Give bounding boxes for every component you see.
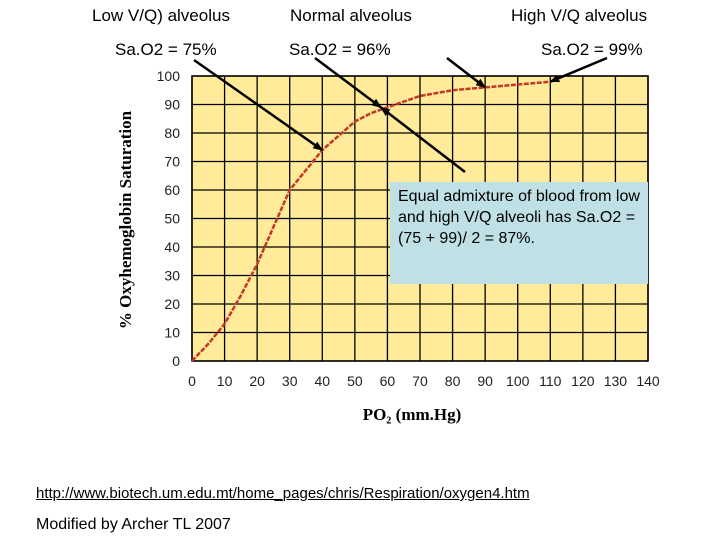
y-tick-label: 30 bbox=[164, 268, 180, 284]
x-tick-label: 50 bbox=[347, 373, 363, 389]
annotation-arrows bbox=[193, 56, 608, 173]
x-tick-label: 70 bbox=[412, 373, 428, 389]
x-tick-label: 110 bbox=[539, 373, 562, 389]
x-tick-label: 0 bbox=[188, 373, 196, 389]
source-link[interactable]: http://www.biotech.um.edu.mt/home_pages/… bbox=[36, 485, 530, 502]
x-tick-label: 80 bbox=[445, 373, 461, 389]
x-tick-label: 10 bbox=[217, 373, 233, 389]
y-tick-label: 0 bbox=[172, 353, 180, 369]
plot-border bbox=[191, 75, 649, 362]
tick-labels: 0 10 20 30 40 50 60 70 80 90 100 110 120 130 140 0 10 20 3… bbox=[157, 68, 660, 389]
x-tick-label: 60 bbox=[380, 373, 396, 389]
y-tick-label: 50 bbox=[164, 211, 180, 227]
high-vq-label: High V/Q alveolus bbox=[511, 6, 648, 25]
x-axis-label: PO₂ (mm.Hg) bbox=[363, 405, 462, 424]
low-vq-label: Low V/Q) alveolus bbox=[92, 6, 230, 25]
low-vq-sao2: Sa.O2 = 75% bbox=[115, 40, 217, 59]
annotation-arrow bbox=[193, 58, 324, 152]
x-tick-label: 30 bbox=[282, 373, 298, 389]
credit-text: Modified by Archer TL 2007 bbox=[36, 516, 231, 533]
annotation-arrow bbox=[549, 56, 608, 83]
y-tick-label: 70 bbox=[164, 154, 180, 170]
x-tick-label: 130 bbox=[604, 373, 628, 389]
y-tick-label: 90 bbox=[164, 97, 180, 113]
admixture-note: Equal admixture of blood from low and hi… bbox=[390, 182, 648, 284]
high-vq-sao2: Sa.O2 = 99% bbox=[541, 40, 643, 59]
annotation-arrow bbox=[446, 57, 486, 89]
y-tick-label: 10 bbox=[164, 325, 180, 341]
x-tick-label: 100 bbox=[506, 373, 530, 389]
x-tick-label: 40 bbox=[314, 373, 330, 389]
x-tick-label: 120 bbox=[571, 373, 595, 389]
y-tick-label: 100 bbox=[157, 68, 181, 84]
normal-label: Normal alveolus bbox=[290, 6, 412, 25]
y-axis-label: % Oxyhemoglobin Saturation bbox=[116, 110, 135, 329]
normal-sao2: Sa.O2 = 96% bbox=[289, 40, 391, 59]
y-tick-label: 60 bbox=[164, 182, 180, 198]
x-tick-label: 90 bbox=[477, 373, 493, 389]
y-tick-label: 20 bbox=[164, 296, 180, 312]
x-tick-label: 20 bbox=[249, 373, 265, 389]
annotation-arrow bbox=[314, 56, 382, 109]
saturation-curve bbox=[191, 80, 551, 362]
x-tick-label: 140 bbox=[636, 373, 660, 389]
curve-group bbox=[191, 80, 551, 362]
note-arrow bbox=[380, 106, 466, 173]
y-tick-label: 80 bbox=[164, 125, 180, 141]
y-tick-label: 40 bbox=[164, 239, 180, 255]
